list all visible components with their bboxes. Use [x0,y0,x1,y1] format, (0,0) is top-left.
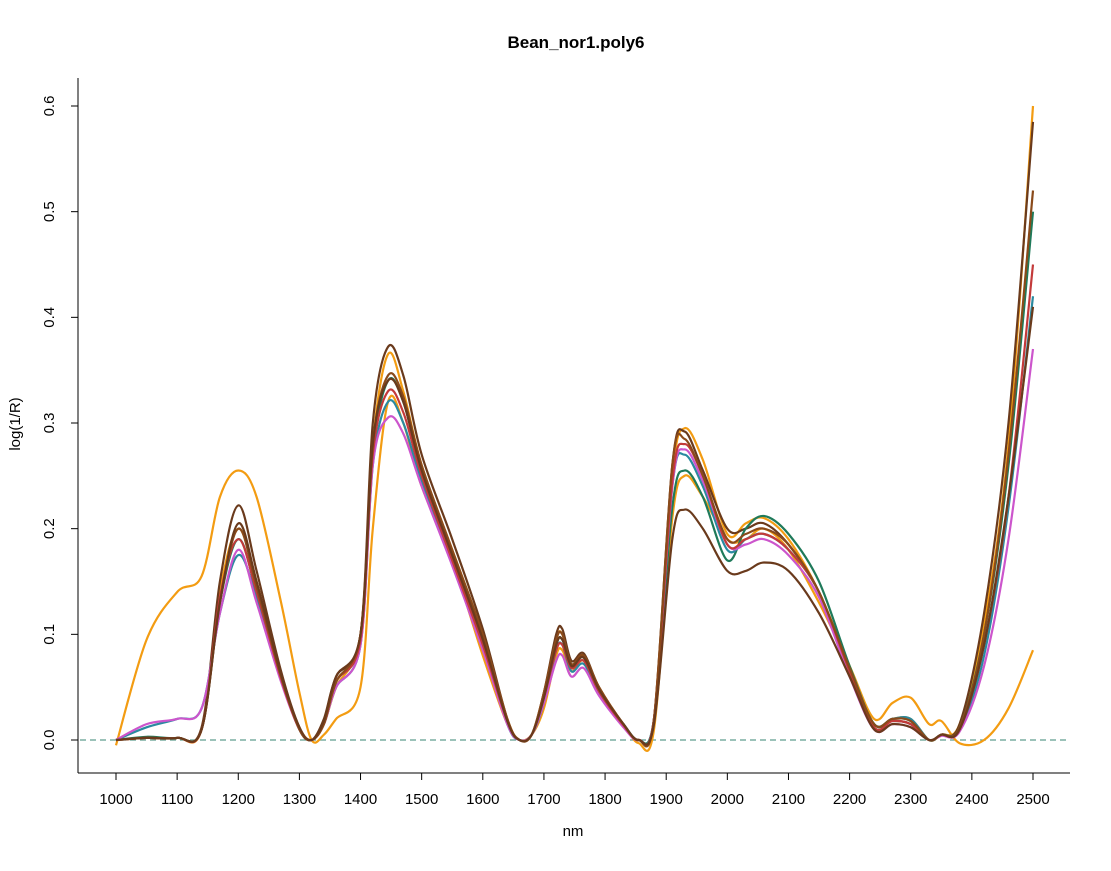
x-tick-label: 1100 [161,791,193,808]
y-tick-label: 0.0 [41,730,58,751]
x-tick-label: 1600 [466,791,499,808]
y-tick-label: 0.3 [41,413,58,434]
x-axis-ticks: 1000 1100 1200 1300 1400 1500 1600 1700 1800 1900… [99,773,1050,808]
spectrum-line-2 [115,105,1035,747]
x-tick-label: 2200 [833,791,866,808]
x-tick-label: 1200 [222,791,255,808]
spectrum-line-5 [115,296,1035,746]
x-tick-label: 2400 [955,791,988,808]
spectrum-line-9 [115,306,1035,746]
x-tick-label: 2500 [1016,791,1049,808]
spectrum-line-6 [115,348,1035,746]
x-tick-label: 1300 [283,791,316,808]
y-tick-label: 0.2 [41,518,58,539]
spectrum-line-8 [115,190,1035,748]
x-axis-label: nm [563,823,584,840]
x-tick-label: 1500 [405,791,438,808]
y-axis-ticks: 0.0 0.1 0.2 0.3 0.4 0.5 0.6 [41,96,78,751]
x-tick-label: 1900 [650,791,683,808]
x-tick-label: 2100 [772,791,805,808]
y-tick-label: 0.1 [41,624,58,645]
x-tick-label: 1400 [344,791,377,808]
spectra-series [114,105,1035,752]
chart-title: Bean_nor1.poly6 [508,33,645,52]
x-tick-label: 2000 [711,791,744,808]
x-tick-label: 2300 [894,791,927,808]
spectrum-line-7 [115,264,1035,747]
spectrum-line-3 [115,121,1035,748]
x-tick-label: 1800 [588,791,621,808]
y-tick-label: 0.5 [41,201,58,222]
y-axis-label: log(1/R) [7,397,24,450]
x-tick-label: 1000 [99,791,132,808]
y-tick-label: 0.4 [41,307,58,328]
x-tick-label: 1700 [527,791,560,808]
y-tick-label: 0.6 [41,96,58,117]
